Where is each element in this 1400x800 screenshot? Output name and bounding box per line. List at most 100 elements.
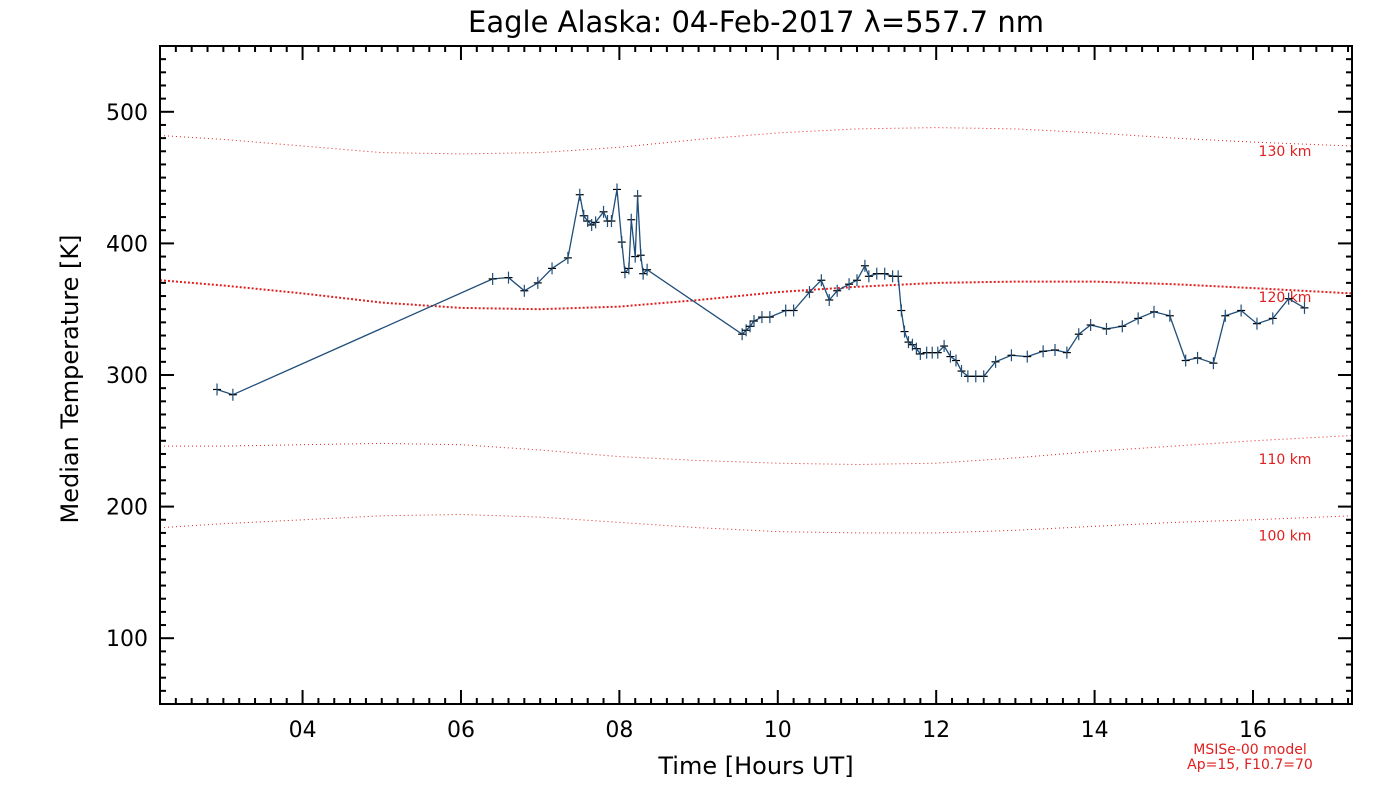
data-point	[1165, 309, 1174, 322]
data-point	[617, 236, 626, 249]
model-curve-100-km	[159, 513, 1353, 534]
model-note-line: Ap=15, F10.7=70	[1187, 757, 1313, 773]
data-point	[599, 205, 608, 218]
data-point	[825, 293, 834, 306]
data-point	[991, 355, 1000, 368]
data-point	[579, 209, 588, 222]
x-tick-label: 12	[922, 718, 950, 743]
model-curve-label-100-km: 100 km	[1259, 528, 1312, 544]
data-point	[1134, 312, 1143, 325]
data-point	[789, 304, 798, 317]
model-note-line: MSISe-00 model	[1193, 742, 1307, 758]
data-point	[612, 183, 621, 196]
model-curve-120-km	[159, 279, 1353, 311]
data-point	[781, 304, 790, 317]
data-point	[627, 213, 636, 226]
data-point	[563, 251, 572, 264]
data-point	[1300, 301, 1309, 314]
x-tick-label: 10	[764, 718, 792, 743]
data-point	[979, 370, 988, 383]
data-point	[1149, 305, 1158, 318]
data-point	[1118, 320, 1127, 333]
data-point	[750, 315, 759, 328]
data-point	[1209, 357, 1218, 370]
data-point	[957, 365, 966, 378]
data-point	[765, 311, 774, 324]
data-point	[894, 270, 903, 283]
data-point	[1252, 317, 1261, 330]
y-tick-label: 300	[106, 364, 148, 389]
data-point	[607, 215, 616, 228]
data-point	[864, 270, 873, 283]
x-axis-label: Time [Hours UT]	[657, 752, 853, 780]
model-curve-110-km	[160, 435, 1353, 466]
data-point	[533, 276, 542, 289]
series-line	[216, 189, 1305, 396]
data-point	[904, 336, 913, 349]
data-point	[624, 262, 633, 275]
data-point	[971, 370, 980, 383]
data-point	[757, 311, 766, 324]
y-tick-label: 500	[106, 101, 148, 126]
y-tick-label: 100	[106, 627, 148, 652]
data-point	[1062, 346, 1071, 359]
data-point	[1050, 343, 1059, 356]
data-point	[916, 347, 925, 360]
x-tick-label: 04	[289, 718, 317, 743]
data-point	[951, 354, 960, 367]
x-tick-label: 16	[1239, 718, 1267, 743]
x-tick-label: 08	[605, 718, 633, 743]
x-tick-label: 14	[1081, 718, 1109, 743]
data-point	[1039, 345, 1048, 358]
chart-title: Eagle Alaska: 04-Feb-2017 λ=557.7 nm	[468, 5, 1044, 39]
data-point	[643, 263, 652, 276]
data-point	[1284, 292, 1293, 305]
data-point	[872, 267, 881, 280]
data-point	[963, 370, 972, 383]
data-point	[897, 304, 906, 317]
y-tick-label: 200	[106, 496, 148, 521]
data-point	[548, 262, 557, 275]
model-curve-label-130-km: 130 km	[1259, 144, 1312, 160]
data-point	[1221, 309, 1230, 322]
data-point	[845, 278, 854, 291]
data-point	[900, 325, 909, 338]
temperature-series	[213, 183, 1309, 401]
data-point	[213, 383, 222, 396]
data-point	[1086, 318, 1095, 331]
data-point	[912, 342, 921, 355]
data-point	[631, 250, 640, 263]
data-point	[805, 286, 814, 299]
data-point	[1007, 349, 1016, 362]
data-point	[587, 218, 596, 231]
data-point	[946, 350, 955, 363]
data-point	[1181, 354, 1190, 367]
model-curve-130-km	[159, 127, 1353, 155]
data-point	[746, 320, 755, 333]
data-point	[591, 216, 600, 229]
data-point	[504, 271, 513, 284]
data-point	[228, 388, 237, 401]
data-point	[933, 346, 942, 359]
data-point	[1237, 304, 1246, 317]
data-point	[880, 267, 889, 280]
y-tick-label: 400	[106, 232, 148, 257]
x-tick-label: 06	[447, 718, 475, 743]
y-axis-label: Median Temperature [K]	[56, 234, 84, 523]
data-point	[488, 272, 497, 285]
plot-axes: 04 06 08 10 12 14 16 100 200 300 400 500	[106, 45, 1353, 743]
data-point	[1193, 351, 1202, 364]
data-point	[633, 190, 642, 203]
data-point	[860, 259, 869, 272]
data-point	[575, 188, 584, 201]
data-point	[1023, 350, 1032, 363]
data-point	[1102, 322, 1111, 335]
data-point	[940, 340, 949, 353]
data-point	[817, 274, 826, 287]
model-curve-label-110-km: 110 km	[1259, 452, 1312, 468]
data-point	[852, 274, 861, 287]
data-point	[1074, 328, 1083, 341]
